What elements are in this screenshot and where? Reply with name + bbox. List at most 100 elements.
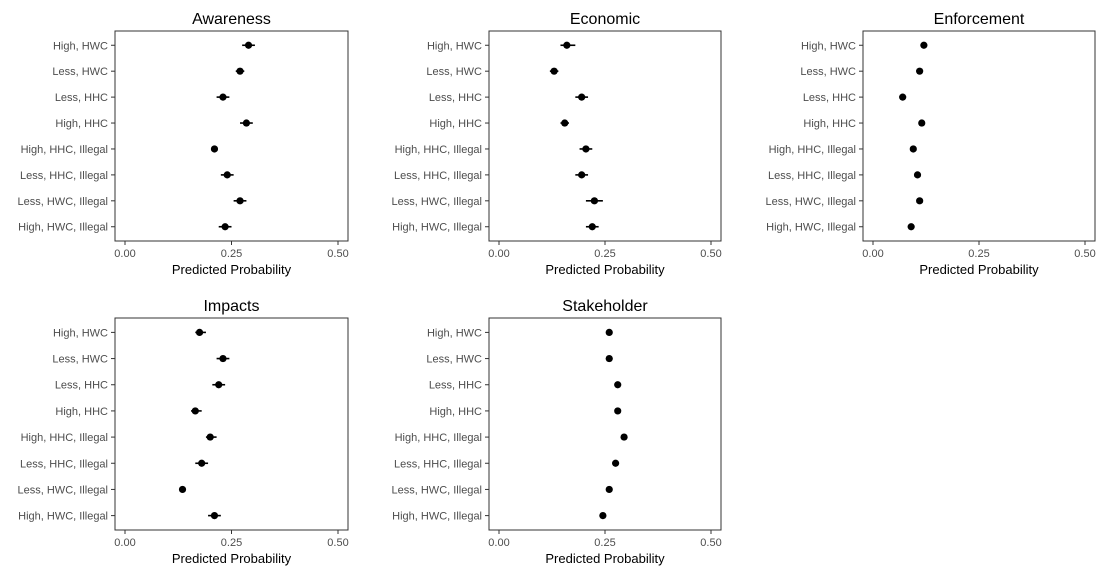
x-tick-label: 0.00 [862,248,883,260]
x-axis-title: Predicted Probability [545,262,665,277]
y-tick-label: High, HWC [53,327,108,339]
x-tick-label: 0.50 [700,537,721,549]
panel-frame [488,317,722,531]
data-point [242,119,251,127]
data-point [913,171,922,179]
panel-frame [862,30,1096,242]
panel-frame [488,30,722,242]
x-tick-label: 0.25 [221,248,242,260]
panel-enforcement: Enforcement 0.00 0.25 0.50 Predicted Probabi… [766,11,1096,277]
data-point [916,197,924,205]
y-tick-label: High, HHC [803,118,856,130]
x-tick-label: 0.50 [700,248,721,260]
data-point [563,41,571,49]
x-tick-label: 0.00 [488,248,509,260]
x-tick-label: 0.50 [327,248,348,260]
panel-economic: Economic 0.00 0.25 0.50 Predicted Probabilit… [392,11,722,277]
y-tick-label: Less, HWC, Illegal [392,196,482,208]
data-point [578,171,586,179]
panel-stakeholder: Stakeholder 0.00 0.25 0.50 Predicted Probabi… [392,298,722,566]
y-tick-label: High, HWC, Illegal [18,222,108,234]
x-tick-label: 0.00 [114,537,135,549]
data-point [244,41,253,49]
panel-frame [114,317,349,531]
data-point [578,93,586,101]
data-point [210,512,219,520]
y-tick-label: High, HHC [429,118,482,130]
data-point [614,407,622,415]
data-point [221,223,229,231]
data-point [620,433,628,441]
y-tick-label: Less, HHC, Illegal [394,458,482,470]
x-tick-label: 0.00 [114,248,135,260]
data-point [223,171,231,179]
x-tick-label: 0.25 [968,248,989,260]
x-tick-label: 0.50 [1074,248,1095,260]
data-point [206,433,214,441]
panel-title: Impacts [203,298,259,315]
data-point [215,381,223,389]
y-tick-label: Less, HHC [429,92,482,104]
y-tick-label: Less, HHC [55,92,108,104]
y-tick-label: Less, HWC, Illegal [392,484,482,496]
data-point [907,223,915,231]
data-point [198,459,206,467]
y-tick-label: Less, HWC, Illegal [766,196,856,208]
data-point [210,145,219,153]
panel-title: Stakeholder [562,298,648,315]
x-axis-title: Predicted Probability [172,262,292,277]
data-point [550,67,558,75]
y-tick-label: High, HHC, Illegal [395,144,482,156]
panel-title: Enforcement [934,11,1025,28]
y-tick-label: High, HWC [801,40,856,52]
y-tick-label: Less, HWC [52,354,108,366]
y-tick-label: High, HHC [55,118,108,130]
y-tick-label: High, HHC, Illegal [21,432,108,444]
y-tick-label: Less, HHC, Illegal [20,170,108,182]
data-point [582,145,590,153]
data-point [612,459,620,467]
data-point [195,328,204,336]
data-point [920,41,928,49]
y-tick-label: Less, HHC [429,380,482,392]
y-tick-label: High, HHC, Illegal [769,144,856,156]
y-tick-label: High, HWC [53,40,108,52]
data-point [219,93,227,101]
x-axis-title: Predicted Probability [545,551,665,566]
y-tick-label: Less, HWC, Illegal [18,484,108,496]
data-point [909,145,917,153]
y-tick-label: High, HWC [427,327,482,339]
x-tick-label: 0.25 [594,248,615,260]
x-tick-label: 0.50 [327,537,348,549]
data-point [614,381,622,389]
data-point [605,485,613,494]
data-point [590,197,599,205]
y-tick-label: High, HWC, Illegal [18,511,108,523]
panel-frame [114,30,349,242]
data-point [236,197,244,205]
x-axis-title: Predicted Probability [172,551,292,566]
data-point [605,354,613,363]
data-point [605,328,613,336]
y-tick-label: Less, HHC, Illegal [20,458,108,470]
y-tick-label: Less, HWC [800,66,856,78]
panel-title: Economic [570,11,640,28]
data-point [588,223,596,231]
panel-impacts: Impacts 0.00 0.25 0.50 Predicted Probability… [18,298,349,566]
data-point [916,67,924,75]
y-tick-label: High, HHC, Illegal [395,432,482,444]
data-point [918,119,926,127]
y-tick-label: High, HHC [429,406,482,418]
y-tick-label: High, HHC, Illegal [21,144,108,156]
y-tick-label: High, HWC, Illegal [392,222,482,234]
y-tick-label: High, HWC, Illegal [392,511,482,523]
data-point [899,93,907,101]
y-tick-label: High, HWC, Illegal [766,222,856,234]
data-point [561,119,569,127]
y-tick-label: High, HWC [427,40,482,52]
x-tick-label: 0.25 [221,537,242,549]
y-tick-label: High, HHC [55,406,108,418]
y-tick-label: Less, HWC [426,354,482,366]
data-point [599,512,607,520]
y-tick-label: Less, HHC [803,92,856,104]
